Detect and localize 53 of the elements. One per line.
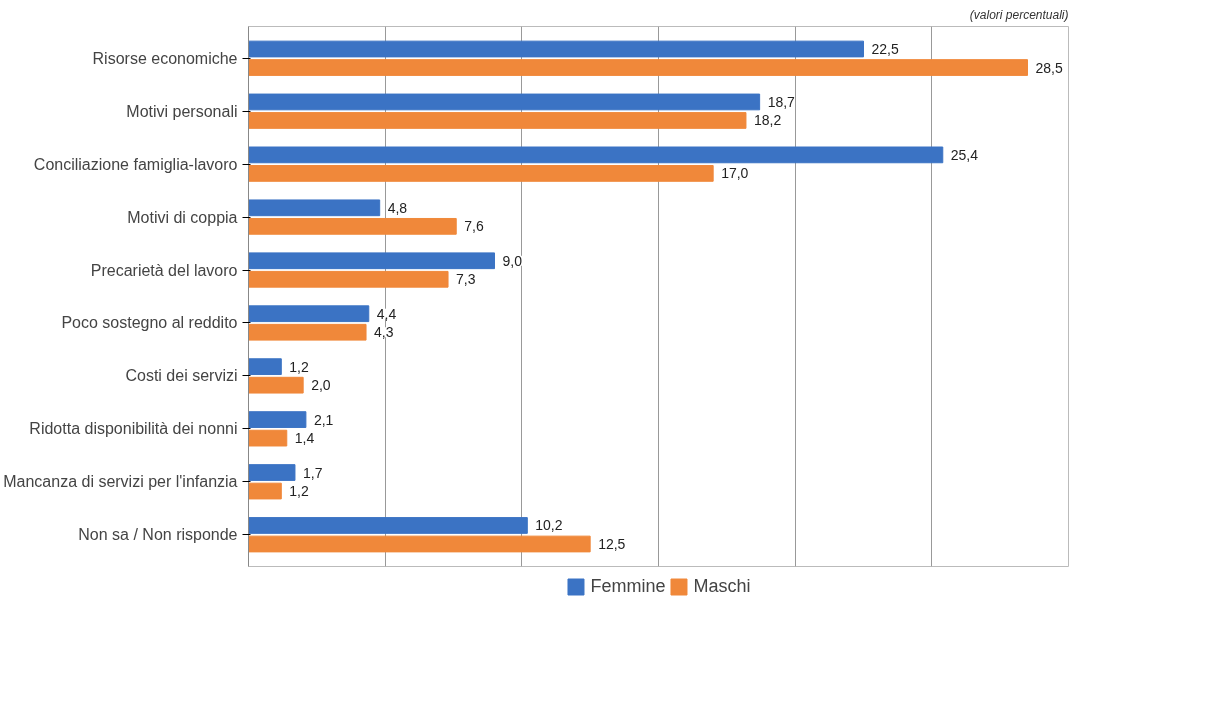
data-label: 1,2 [289, 358, 309, 375]
bar [248, 112, 747, 129]
bar [248, 517, 528, 534]
bar [248, 358, 282, 376]
bar [248, 252, 495, 270]
bar [248, 165, 714, 182]
y-tick-label: Precarietà del lavoro [90, 261, 238, 279]
bar [248, 535, 591, 553]
y-tick-label: Ridotta disponibilità dei nonni [29, 420, 238, 438]
y-tick-label: Costi dei servizi [125, 367, 238, 385]
legend-label: Femmine [590, 575, 666, 597]
data-label: 9,0 [502, 252, 523, 269]
bar [248, 40, 864, 58]
data-label: 28,5 [1035, 59, 1063, 76]
data-label: 17,0 [721, 165, 749, 182]
data-label: 12,5 [598, 536, 626, 552]
y-tick-label: Poco sostegno al reddito [61, 314, 238, 332]
data-label: 22,5 [871, 41, 899, 57]
y-tick-label: Risorse economiche [92, 49, 238, 67]
y-tick-label: Motivi personali [126, 102, 238, 120]
data-label: 4,8 [387, 199, 408, 216]
bar [248, 464, 296, 481]
bar [248, 59, 1028, 76]
bar [248, 146, 944, 164]
legend-label: Maschi [693, 575, 751, 597]
data-label: 18,7 [767, 93, 796, 110]
data-label: 10,2 [535, 517, 563, 534]
data-label: 7,6 [464, 218, 484, 235]
data-label: 4,3 [374, 324, 394, 341]
bar [248, 376, 304, 394]
data-label: 7,3 [456, 271, 476, 288]
bar [248, 270, 449, 288]
data-label: 2,0 [311, 377, 331, 394]
bar [248, 217, 457, 235]
bar [248, 411, 307, 428]
bar [248, 323, 367, 341]
data-label: 18,2 [753, 112, 782, 129]
y-tick-label: Motivi di coppia [127, 208, 238, 226]
bar [248, 429, 288, 447]
data-label: 1,7 [302, 464, 323, 481]
data-label: 25,4 [950, 146, 979, 163]
data-label: 4,4 [376, 305, 397, 322]
data-label: 1,4 [294, 430, 315, 447]
y-tick-label: Mancanza di servizi per l'infanzia [3, 473, 238, 491]
bar [248, 93, 761, 111]
y-tick-label: Non sa / Non risponde [78, 526, 238, 544]
data-label: 1,2 [289, 483, 309, 500]
data-label: 2,1 [313, 411, 334, 428]
bar [248, 305, 370, 323]
y-tick-label: Conciliazione famiglia-lavoro [33, 155, 238, 173]
text: (valori percentuali) [969, 7, 1069, 22]
bar [248, 199, 381, 217]
bar [248, 482, 282, 500]
